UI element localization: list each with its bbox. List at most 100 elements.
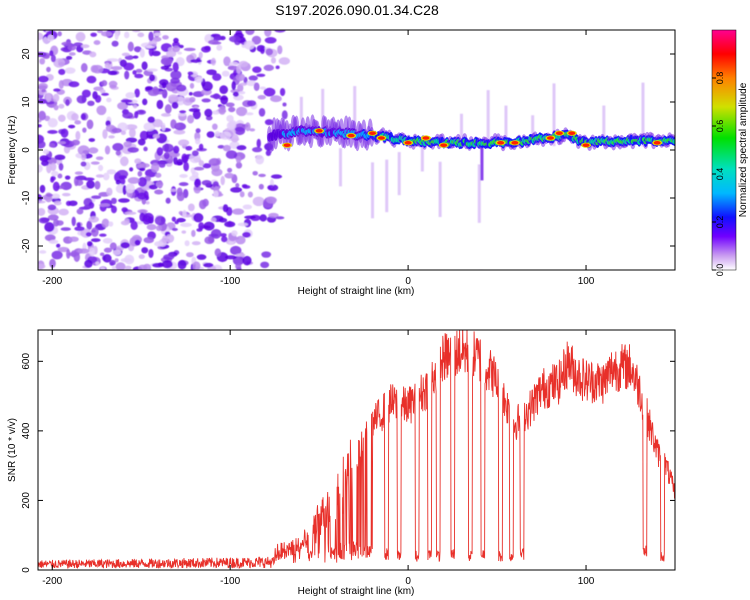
spectrogram-noise-blob: [155, 181, 164, 188]
spectrogram-noise-blob: [171, 216, 177, 222]
spectrogram-noise-blob: [258, 173, 266, 178]
spectrogram-noise-blob: [198, 51, 203, 59]
spectrogram-noise-blob: [40, 157, 52, 161]
spectrogram-noise-blob: [49, 143, 56, 148]
spectrogram-noise-blob: [213, 35, 223, 40]
spectrogram-noise-blob: [176, 84, 187, 92]
spectrogram-noise-blob: [122, 111, 134, 119]
spectrogram-noise-blob: [106, 97, 112, 103]
spectrogram-noise-blob: [213, 190, 219, 198]
spectrogram-noise-blob: [42, 149, 50, 155]
spectrogram-noise-blob: [68, 52, 76, 56]
spectrogram-noise-blob: [112, 143, 124, 152]
spectrogram-noise-blob: [47, 130, 58, 134]
spectrogram-noise-blob: [76, 208, 84, 215]
spectrogram-noise-blob: [107, 70, 118, 76]
spectrogram-noise-blob: [106, 187, 113, 196]
spectrogram-noise-blob: [38, 263, 46, 270]
spectrogram-noise-blob: [125, 92, 136, 99]
colorbar-axis: 0.00.20.40.60.8: [711, 29, 737, 276]
spectrogram-noise-blob: [38, 82, 48, 90]
spectrogram-noise-blob: [224, 172, 234, 179]
spectrogram-noise-blob: [47, 34, 55, 42]
spectrogram-noise-blob: [56, 243, 61, 248]
colorbar-tick-label: 0.2: [715, 216, 725, 229]
spectrogram-noise-blob: [259, 214, 267, 222]
spectrogram-noise-blob: [274, 30, 286, 33]
spectrogram-noise-blob: [174, 122, 181, 129]
spectrogram-noise-blob: [243, 40, 255, 50]
spectrogram-noise-blob: [108, 221, 114, 227]
spectrogram-noise-blob: [218, 105, 226, 115]
spectrogram-noise-blob: [81, 89, 91, 98]
spectrogram-noise-blob: [239, 191, 245, 198]
spectrogram-noise-blob: [46, 66, 51, 73]
spectrogram-noise-blob: [119, 156, 129, 167]
spectrogram-noise-blob: [194, 179, 200, 188]
spectrogram-noise-blob: [178, 139, 190, 147]
spectrogram-noise-blob: [83, 177, 95, 181]
spectrogram-noise-blob: [58, 68, 66, 76]
spectrogram-noise-blob: [196, 254, 207, 260]
spectrogram-noise-blob: [101, 218, 110, 228]
spectrogram-noise-blob: [115, 179, 121, 185]
spectrogram-noise-blob: [194, 76, 203, 83]
spectrogram-noise-blob: [206, 131, 215, 138]
spectrogram-noise-blob: [87, 100, 95, 107]
colorbar-tick-label: 0.4: [715, 168, 725, 181]
spectrogram-noise-blob: [91, 195, 102, 200]
spectrogram-noise-blob: [252, 146, 263, 153]
spectrogram-noise-blob: [220, 95, 229, 105]
spectrogram-noise-blob: [74, 120, 82, 125]
spectrogram-noise-blob: [104, 62, 111, 69]
spectrogram-noise-blob: [203, 262, 214, 268]
spectrogram-noise-blob: [115, 150, 122, 156]
spectrogram-noise-blob: [50, 162, 57, 172]
spectrogram-noise-blob: [98, 203, 111, 207]
spectrogram-streak: [504, 105, 508, 141]
spectrogram-noise-blob: [154, 215, 166, 226]
spectrogram-noise-blob: [251, 35, 262, 45]
spectrogram-streak: [531, 115, 535, 139]
spectrogram-noise-blob: [168, 94, 179, 102]
spectrogram-noise-blob: [120, 130, 127, 136]
spectrogram-noise-blob: [159, 79, 169, 86]
spectrogram-noise-blob: [137, 32, 145, 38]
spectrogram-noise-blob: [112, 249, 122, 256]
spectrogram-noise-blob: [91, 227, 99, 237]
spectrogram-noise-blob: [255, 155, 265, 165]
spectrogram-noise-blob: [95, 261, 100, 266]
spectrogram-noise-blob: [173, 145, 180, 154]
spectrogram-noise-blob: [211, 168, 223, 177]
spectrogram-noise-blob: [227, 167, 233, 173]
spectrogram-noise-blob: [65, 99, 70, 107]
spectrogram-noise-blob: [66, 249, 71, 259]
spectrogram-noise-blob: [134, 158, 142, 165]
spectrogram-noise-blob: [152, 86, 159, 95]
spectrogram-noise-blob: [141, 61, 148, 71]
spectrogram-noise-blob: [57, 141, 67, 145]
spectrogram-noise-blob: [229, 61, 239, 66]
spectrogram-hot-spot: [369, 131, 377, 135]
spectrogram-noise-blob: [53, 219, 60, 227]
spectrogram-noise-blob: [101, 80, 108, 87]
spectrogram-noise-blob: [128, 127, 136, 138]
snr-panel: -200 -100 0 100 0 200 400 600 Height of straig…: [7, 329, 676, 597]
spectrogram-noise-blob: [41, 160, 49, 167]
spectrogram-noise-blob: [45, 92, 52, 103]
spectrogram-noise-blob: [235, 106, 248, 117]
spectrogram-noise-blob: [139, 167, 146, 172]
spectrogram-noise-blob: [208, 158, 221, 166]
spectrogram-noise-blob: [50, 177, 55, 183]
spectrogram-noise-blob: [111, 127, 122, 134]
spectrogram-y-tick-label: 0: [21, 147, 32, 153]
spectrogram-noise-blob: [210, 217, 217, 223]
spectrogram-noise-blob: [210, 57, 216, 66]
spectrogram-noise-blob: [154, 189, 164, 195]
spectrogram-noise-blob: [258, 183, 264, 190]
spectrogram-noise-blob: [264, 119, 274, 126]
spectrogram-noise-blob: [88, 247, 96, 257]
spectrogram-noise-blob: [264, 37, 277, 44]
spectrogram-noise-blob: [47, 117, 58, 128]
spectrogram-streak: [438, 161, 442, 217]
